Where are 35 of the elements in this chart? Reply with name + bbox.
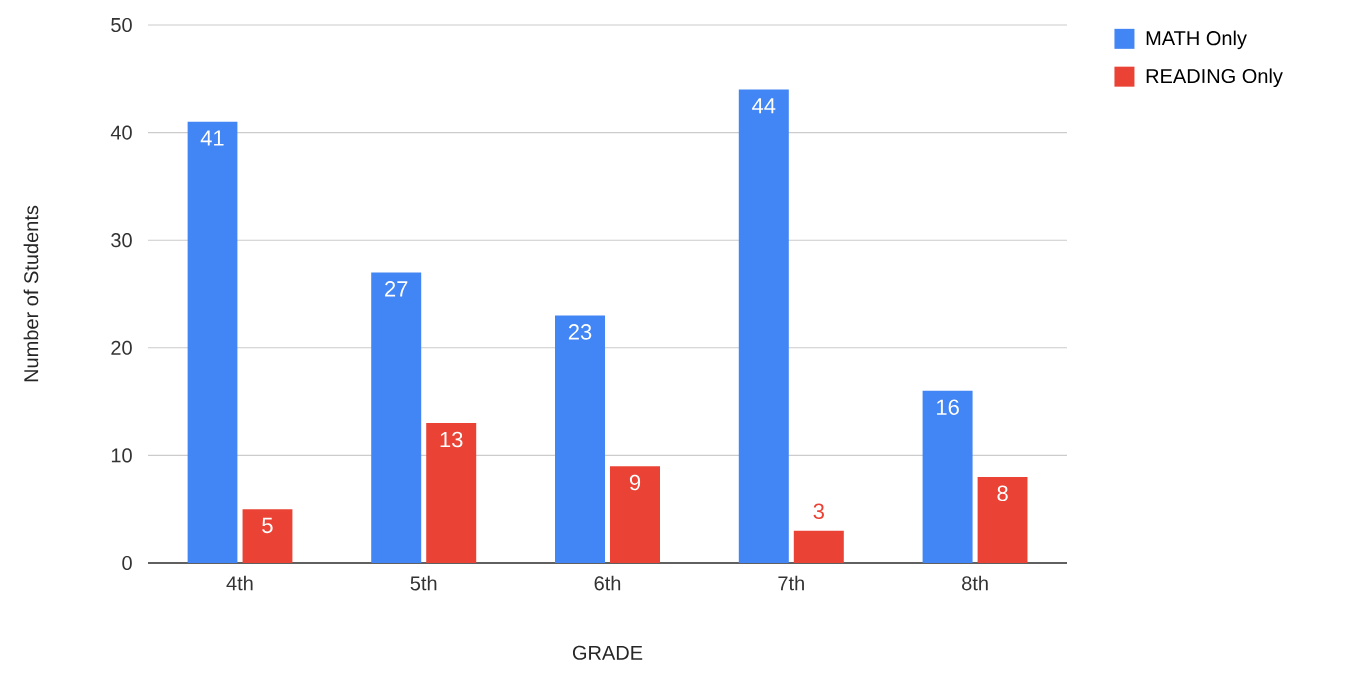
bar xyxy=(242,509,293,563)
legend-label: READING Only xyxy=(1146,68,1283,88)
legend-label: MATH Only xyxy=(1146,30,1247,50)
data-label: 41 xyxy=(200,130,224,146)
x-tick-label: 4th xyxy=(226,575,253,591)
y-tick-label: 0 xyxy=(122,555,132,571)
bar xyxy=(610,466,660,563)
y-tick-label: 20 xyxy=(111,340,132,355)
bar xyxy=(977,476,1028,563)
x-axis-title: GRADE xyxy=(572,645,643,660)
bar xyxy=(793,530,844,563)
y-axis-title: Number of Students xyxy=(23,205,39,382)
bar xyxy=(555,315,605,563)
data-label: 9 xyxy=(629,474,641,491)
bar xyxy=(922,390,973,563)
y-tick-label: 50 xyxy=(111,17,132,33)
x-tick-label: 8th xyxy=(962,575,988,591)
data-label: 16 xyxy=(937,399,959,415)
x-tick-label: 7th xyxy=(778,575,804,591)
bar xyxy=(426,423,477,563)
y-tick-label: 10 xyxy=(111,448,132,463)
data-label: 23 xyxy=(568,324,592,340)
data-label: 3 xyxy=(813,503,824,520)
bar xyxy=(738,89,789,563)
data-label: 27 xyxy=(385,281,408,297)
data-label: 5 xyxy=(262,517,273,534)
data-label: 8 xyxy=(997,485,1008,502)
bar xyxy=(187,121,238,563)
data-label: 44 xyxy=(752,98,776,114)
x-tick-label: 5th xyxy=(410,575,437,591)
y-tick-label: 40 xyxy=(110,125,132,140)
data-label: 13 xyxy=(440,431,463,448)
y-tick-label: 30 xyxy=(111,233,132,248)
x-tick-label: 6th xyxy=(594,575,621,591)
bar xyxy=(371,272,422,563)
